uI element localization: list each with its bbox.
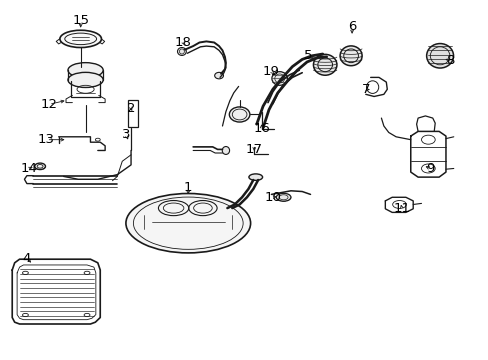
Ellipse shape bbox=[35, 163, 45, 170]
Text: 18: 18 bbox=[175, 36, 191, 49]
Text: 11: 11 bbox=[393, 202, 409, 215]
Ellipse shape bbox=[340, 46, 361, 66]
Ellipse shape bbox=[313, 54, 336, 75]
Text: 14: 14 bbox=[21, 162, 38, 175]
Text: 7: 7 bbox=[361, 83, 369, 96]
Text: 4: 4 bbox=[22, 252, 31, 265]
Text: 5: 5 bbox=[303, 49, 312, 62]
Ellipse shape bbox=[126, 194, 250, 253]
Bar bbox=[127, 100, 138, 127]
Text: 3: 3 bbox=[122, 129, 130, 141]
Text: 16: 16 bbox=[253, 122, 269, 135]
Text: 12: 12 bbox=[41, 98, 57, 111]
Text: 9: 9 bbox=[425, 162, 434, 175]
Text: 19: 19 bbox=[263, 65, 279, 78]
Text: 10: 10 bbox=[264, 191, 281, 204]
Ellipse shape bbox=[426, 44, 453, 68]
Ellipse shape bbox=[214, 72, 223, 79]
Text: 6: 6 bbox=[347, 21, 356, 33]
Ellipse shape bbox=[276, 193, 290, 201]
Text: 1: 1 bbox=[183, 181, 192, 194]
Text: 15: 15 bbox=[72, 14, 89, 27]
Text: 17: 17 bbox=[245, 143, 262, 156]
Ellipse shape bbox=[248, 174, 262, 180]
Ellipse shape bbox=[177, 48, 186, 55]
Ellipse shape bbox=[271, 72, 287, 85]
Ellipse shape bbox=[229, 107, 249, 122]
Text: 2: 2 bbox=[126, 102, 135, 114]
Ellipse shape bbox=[68, 63, 103, 78]
Ellipse shape bbox=[60, 30, 102, 48]
Ellipse shape bbox=[68, 72, 103, 87]
Text: 8: 8 bbox=[445, 54, 453, 67]
Text: 13: 13 bbox=[38, 133, 55, 146]
Ellipse shape bbox=[222, 147, 229, 154]
